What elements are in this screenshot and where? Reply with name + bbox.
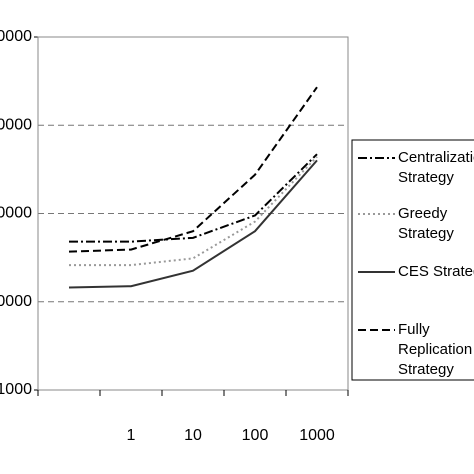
series-line (68, 159, 318, 289)
legend-box (351, 139, 474, 381)
series-line (68, 86, 318, 253)
x-tick-label: 10 (184, 427, 202, 444)
series-line (69, 153, 318, 243)
x-tick-label: 1 (127, 427, 136, 444)
legend-label: Centralization Strategy (398, 149, 474, 186)
y-tick-label: 1000 (0, 381, 32, 398)
x-tick-label: 100 (242, 427, 269, 444)
plot-border (37, 36, 349, 391)
legend-label: Greedy Strategy (398, 205, 454, 242)
legend-label: Fully Replication Strategy (398, 321, 473, 378)
x-tick-label: 1000 (299, 427, 335, 444)
series-line (69, 156, 318, 267)
legend-label: CES Strategy (398, 263, 474, 280)
